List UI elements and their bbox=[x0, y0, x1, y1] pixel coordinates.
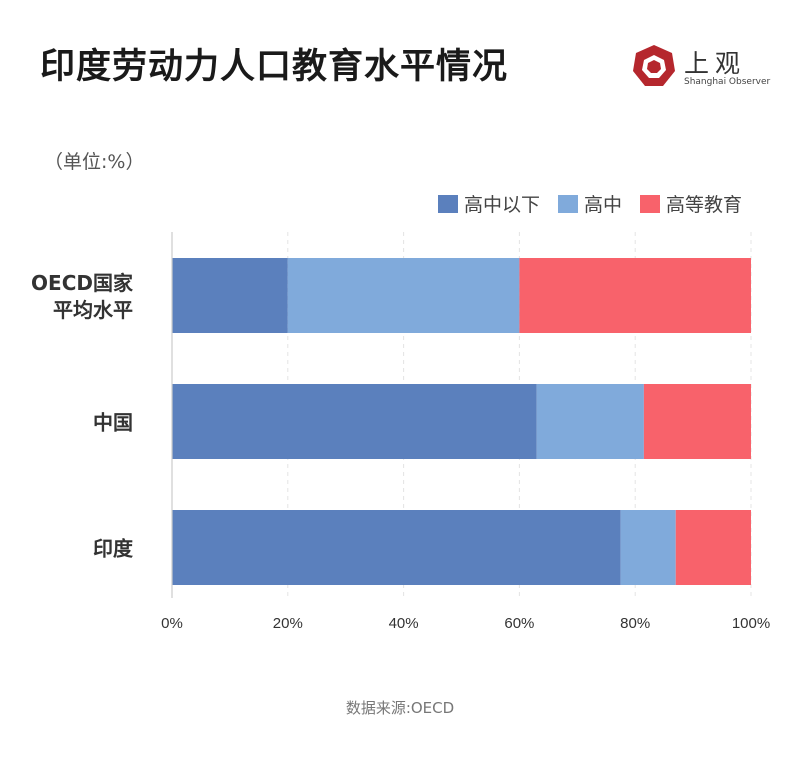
legend-label-below-high-school: 高中以下 bbox=[463, 194, 540, 216]
logo: 上观 Shanghai Observer bbox=[632, 44, 772, 92]
x-tick-label: 100% bbox=[732, 615, 770, 632]
bar-segment bbox=[519, 258, 751, 333]
logo-cn-text: 上观 bbox=[684, 49, 747, 78]
legend-swatch-higher-education bbox=[639, 194, 660, 213]
y-category-label: 印度 bbox=[93, 537, 134, 561]
x-tick-label: 80% bbox=[620, 615, 650, 632]
bar-segment bbox=[536, 384, 644, 459]
bar-segment bbox=[643, 384, 751, 459]
x-tick-label: 60% bbox=[504, 615, 534, 632]
y-category-label: OECD国家 bbox=[31, 271, 134, 295]
logo-icon bbox=[633, 45, 675, 86]
legend-label-higher-education: 高等教育 bbox=[665, 194, 742, 216]
bar-segment bbox=[172, 510, 621, 585]
bar-segment bbox=[675, 510, 751, 585]
y-category-label: 平均水平 bbox=[53, 298, 133, 322]
bar-segment bbox=[172, 258, 288, 333]
legend-swatch-below-high-school bbox=[437, 194, 458, 213]
y-category-label: 中国 bbox=[93, 411, 133, 435]
page-title: 印度劳动力人口教育水平情况 bbox=[40, 47, 509, 87]
bar-segment bbox=[620, 510, 676, 585]
legend-item-high-school: 高中 bbox=[557, 190, 622, 217]
legend-label-high-school: 高中 bbox=[583, 194, 622, 216]
x-tick-label: 20% bbox=[273, 615, 303, 632]
bar-segment bbox=[172, 384, 537, 459]
logo-en-text: Shanghai Observer bbox=[684, 77, 771, 87]
x-tick-label: 0% bbox=[161, 615, 183, 632]
legend-item-higher-education: 高等教育 bbox=[639, 190, 742, 217]
chart-legend: 高中以下 高中 高等教育 bbox=[437, 190, 742, 217]
x-tick-label: 40% bbox=[389, 615, 419, 632]
bar-segment bbox=[287, 258, 520, 333]
legend-item-below-high-school: 高中以下 bbox=[437, 190, 540, 217]
source-note: 数据来源:OECD bbox=[345, 699, 455, 717]
unit-label: （单位:%） bbox=[44, 151, 145, 173]
legend-swatch-high-school bbox=[557, 194, 578, 213]
